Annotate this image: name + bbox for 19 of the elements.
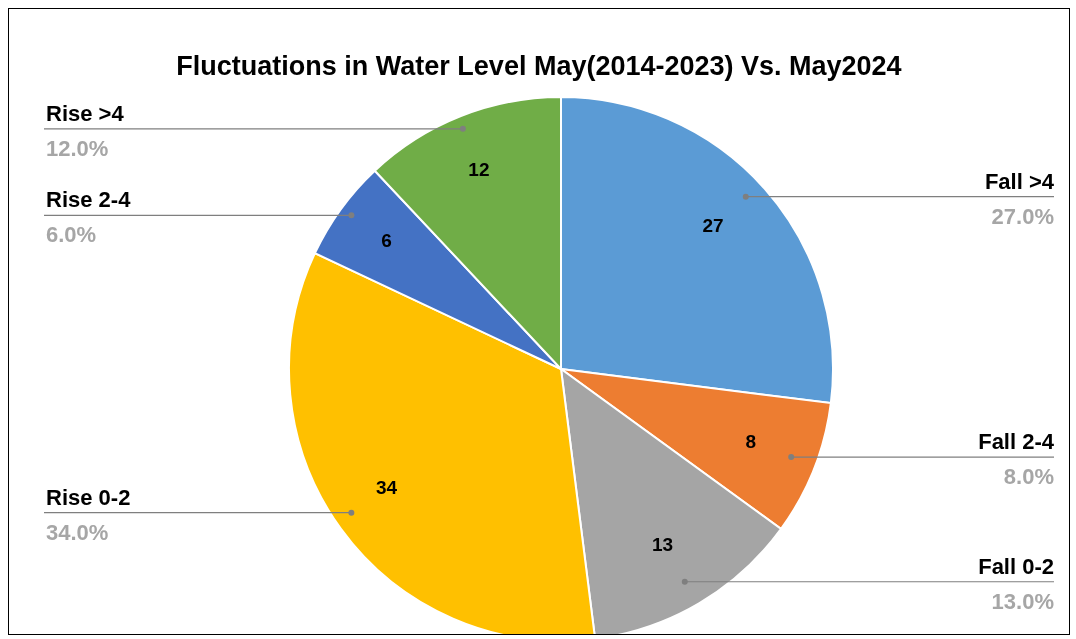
chart-title: Fluctuations in Water Level May(2014-2023) Vs. May2024 <box>175 51 903 82</box>
data-label: 12 <box>468 158 490 180</box>
slice-label: Rise 2-4 <box>46 187 132 213</box>
slice-label: Rise 0-2 <box>46 484 131 510</box>
text: 12.0% <box>46 135 109 161</box>
data-label: 13 <box>652 533 674 555</box>
slice-label: Fall 0-2 <box>978 553 1054 579</box>
data-label: 27 <box>702 214 724 236</box>
text: 13.0% <box>991 588 1054 614</box>
text: 8.0% <box>1003 464 1054 490</box>
slice-label: Fall >4 <box>984 168 1055 194</box>
data-label: 8 <box>745 430 757 452</box>
slice-label: Rise >4 <box>46 100 125 126</box>
data-label: 34 <box>375 476 398 498</box>
data-label: 6 <box>381 230 392 252</box>
slice-label: Fall 2-4 <box>978 429 1055 455</box>
text: 34.0% <box>46 519 109 545</box>
text: 27.0% <box>991 203 1054 229</box>
text: 6.0% <box>46 222 97 248</box>
